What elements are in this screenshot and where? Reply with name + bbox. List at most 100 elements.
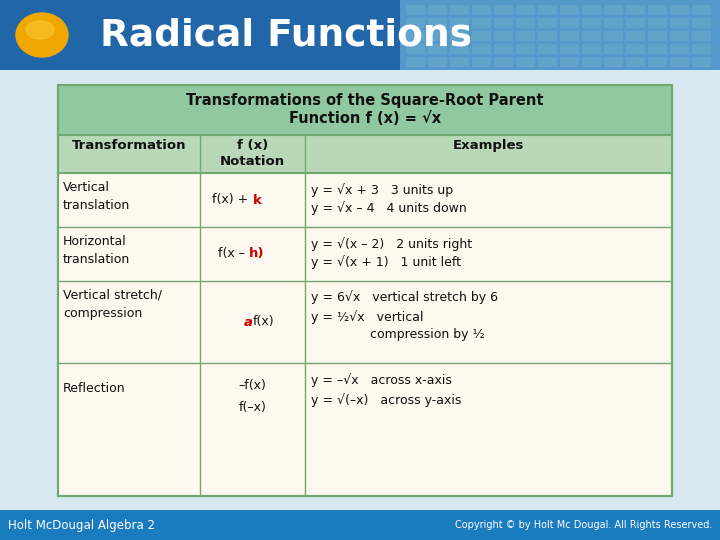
Bar: [406, 31, 425, 41]
Bar: [450, 57, 469, 67]
Bar: [604, 5, 623, 15]
Bar: [692, 44, 711, 54]
Bar: [450, 18, 469, 28]
Bar: [0, 510, 720, 540]
Bar: [692, 57, 711, 67]
Text: y = √(x – 2)   2 units right: y = √(x – 2) 2 units right: [311, 237, 472, 251]
Bar: [472, 57, 491, 67]
Text: compression by ½: compression by ½: [370, 328, 485, 341]
Bar: [538, 57, 557, 67]
Text: a: a: [243, 315, 253, 328]
Bar: [670, 57, 689, 67]
Text: y = √x – 4   4 units down: y = √x – 4 4 units down: [311, 201, 467, 215]
Bar: [648, 18, 667, 28]
Bar: [560, 44, 579, 54]
Bar: [494, 44, 513, 54]
Bar: [538, 44, 557, 54]
Bar: [670, 5, 689, 15]
Bar: [648, 31, 667, 41]
Text: Transformations of the Square-Root Parent: Transformations of the Square-Root Paren…: [186, 93, 544, 108]
Bar: [58, 85, 672, 496]
Bar: [494, 31, 513, 41]
Bar: [670, 18, 689, 28]
Bar: [406, 18, 425, 28]
Bar: [538, 31, 557, 41]
Bar: [472, 44, 491, 54]
Bar: [450, 5, 469, 15]
Bar: [0, 0, 720, 70]
Bar: [406, 5, 425, 15]
Bar: [428, 5, 447, 15]
Bar: [406, 44, 425, 54]
Bar: [626, 5, 645, 15]
Bar: [582, 18, 601, 28]
Bar: [494, 5, 513, 15]
Bar: [582, 5, 601, 15]
Bar: [58, 85, 672, 496]
Bar: [472, 5, 491, 15]
Text: y = √(x + 1)   1 unit left: y = √(x + 1) 1 unit left: [311, 255, 461, 269]
Bar: [648, 57, 667, 67]
Text: –f(x): –f(x): [238, 380, 266, 393]
Bar: [472, 18, 491, 28]
Ellipse shape: [16, 13, 68, 57]
Bar: [560, 31, 579, 41]
Text: Reflection: Reflection: [63, 381, 125, 395]
Text: Holt McDougal Algebra 2: Holt McDougal Algebra 2: [8, 518, 155, 531]
Bar: [494, 18, 513, 28]
Text: Radical Functions: Radical Functions: [100, 17, 472, 53]
Bar: [400, 0, 720, 70]
Bar: [428, 18, 447, 28]
Bar: [428, 57, 447, 67]
Bar: [648, 44, 667, 54]
Text: Vertical
translation: Vertical translation: [63, 181, 130, 212]
Text: Copyright © by Holt Mc Dougal. All Rights Reserved.: Copyright © by Holt Mc Dougal. All Right…: [454, 520, 712, 530]
Text: f(–x): f(–x): [238, 402, 266, 415]
Bar: [428, 31, 447, 41]
Text: Horizontal
translation: Horizontal translation: [63, 235, 130, 266]
Text: f (x)
Notation: f (x) Notation: [220, 139, 285, 168]
Bar: [516, 5, 535, 15]
Bar: [582, 44, 601, 54]
Bar: [582, 31, 601, 41]
Bar: [472, 31, 491, 41]
Bar: [516, 31, 535, 41]
Bar: [604, 31, 623, 41]
Text: y = 6√x   vertical stretch by 6: y = 6√x vertical stretch by 6: [311, 290, 498, 303]
Text: f(x): f(x): [253, 315, 274, 328]
Bar: [692, 31, 711, 41]
Bar: [58, 135, 672, 173]
Bar: [692, 18, 711, 28]
Bar: [604, 18, 623, 28]
Bar: [450, 44, 469, 54]
Bar: [604, 44, 623, 54]
Bar: [560, 5, 579, 15]
Bar: [516, 44, 535, 54]
Bar: [428, 44, 447, 54]
Bar: [670, 44, 689, 54]
Bar: [538, 18, 557, 28]
Text: y = –√x   across x-axis: y = –√x across x-axis: [311, 373, 452, 387]
Text: f(x) +: f(x) +: [212, 193, 253, 206]
Bar: [0, 70, 720, 510]
Bar: [670, 31, 689, 41]
Bar: [494, 57, 513, 67]
Text: k: k: [253, 193, 261, 206]
Bar: [516, 18, 535, 28]
Bar: [626, 31, 645, 41]
Bar: [604, 57, 623, 67]
Text: y = ½√x   vertical: y = ½√x vertical: [311, 310, 423, 323]
Bar: [626, 57, 645, 67]
Bar: [692, 5, 711, 15]
Bar: [538, 5, 557, 15]
Bar: [626, 44, 645, 54]
Text: Vertical stretch/
compression: Vertical stretch/ compression: [63, 289, 162, 320]
Bar: [58, 85, 672, 135]
Bar: [516, 57, 535, 67]
Text: h): h): [248, 247, 264, 260]
Text: Examples: Examples: [453, 139, 524, 152]
Bar: [648, 5, 667, 15]
Bar: [582, 57, 601, 67]
Text: Transformation: Transformation: [72, 139, 186, 152]
Text: y = √(–x)   across y-axis: y = √(–x) across y-axis: [311, 393, 462, 407]
